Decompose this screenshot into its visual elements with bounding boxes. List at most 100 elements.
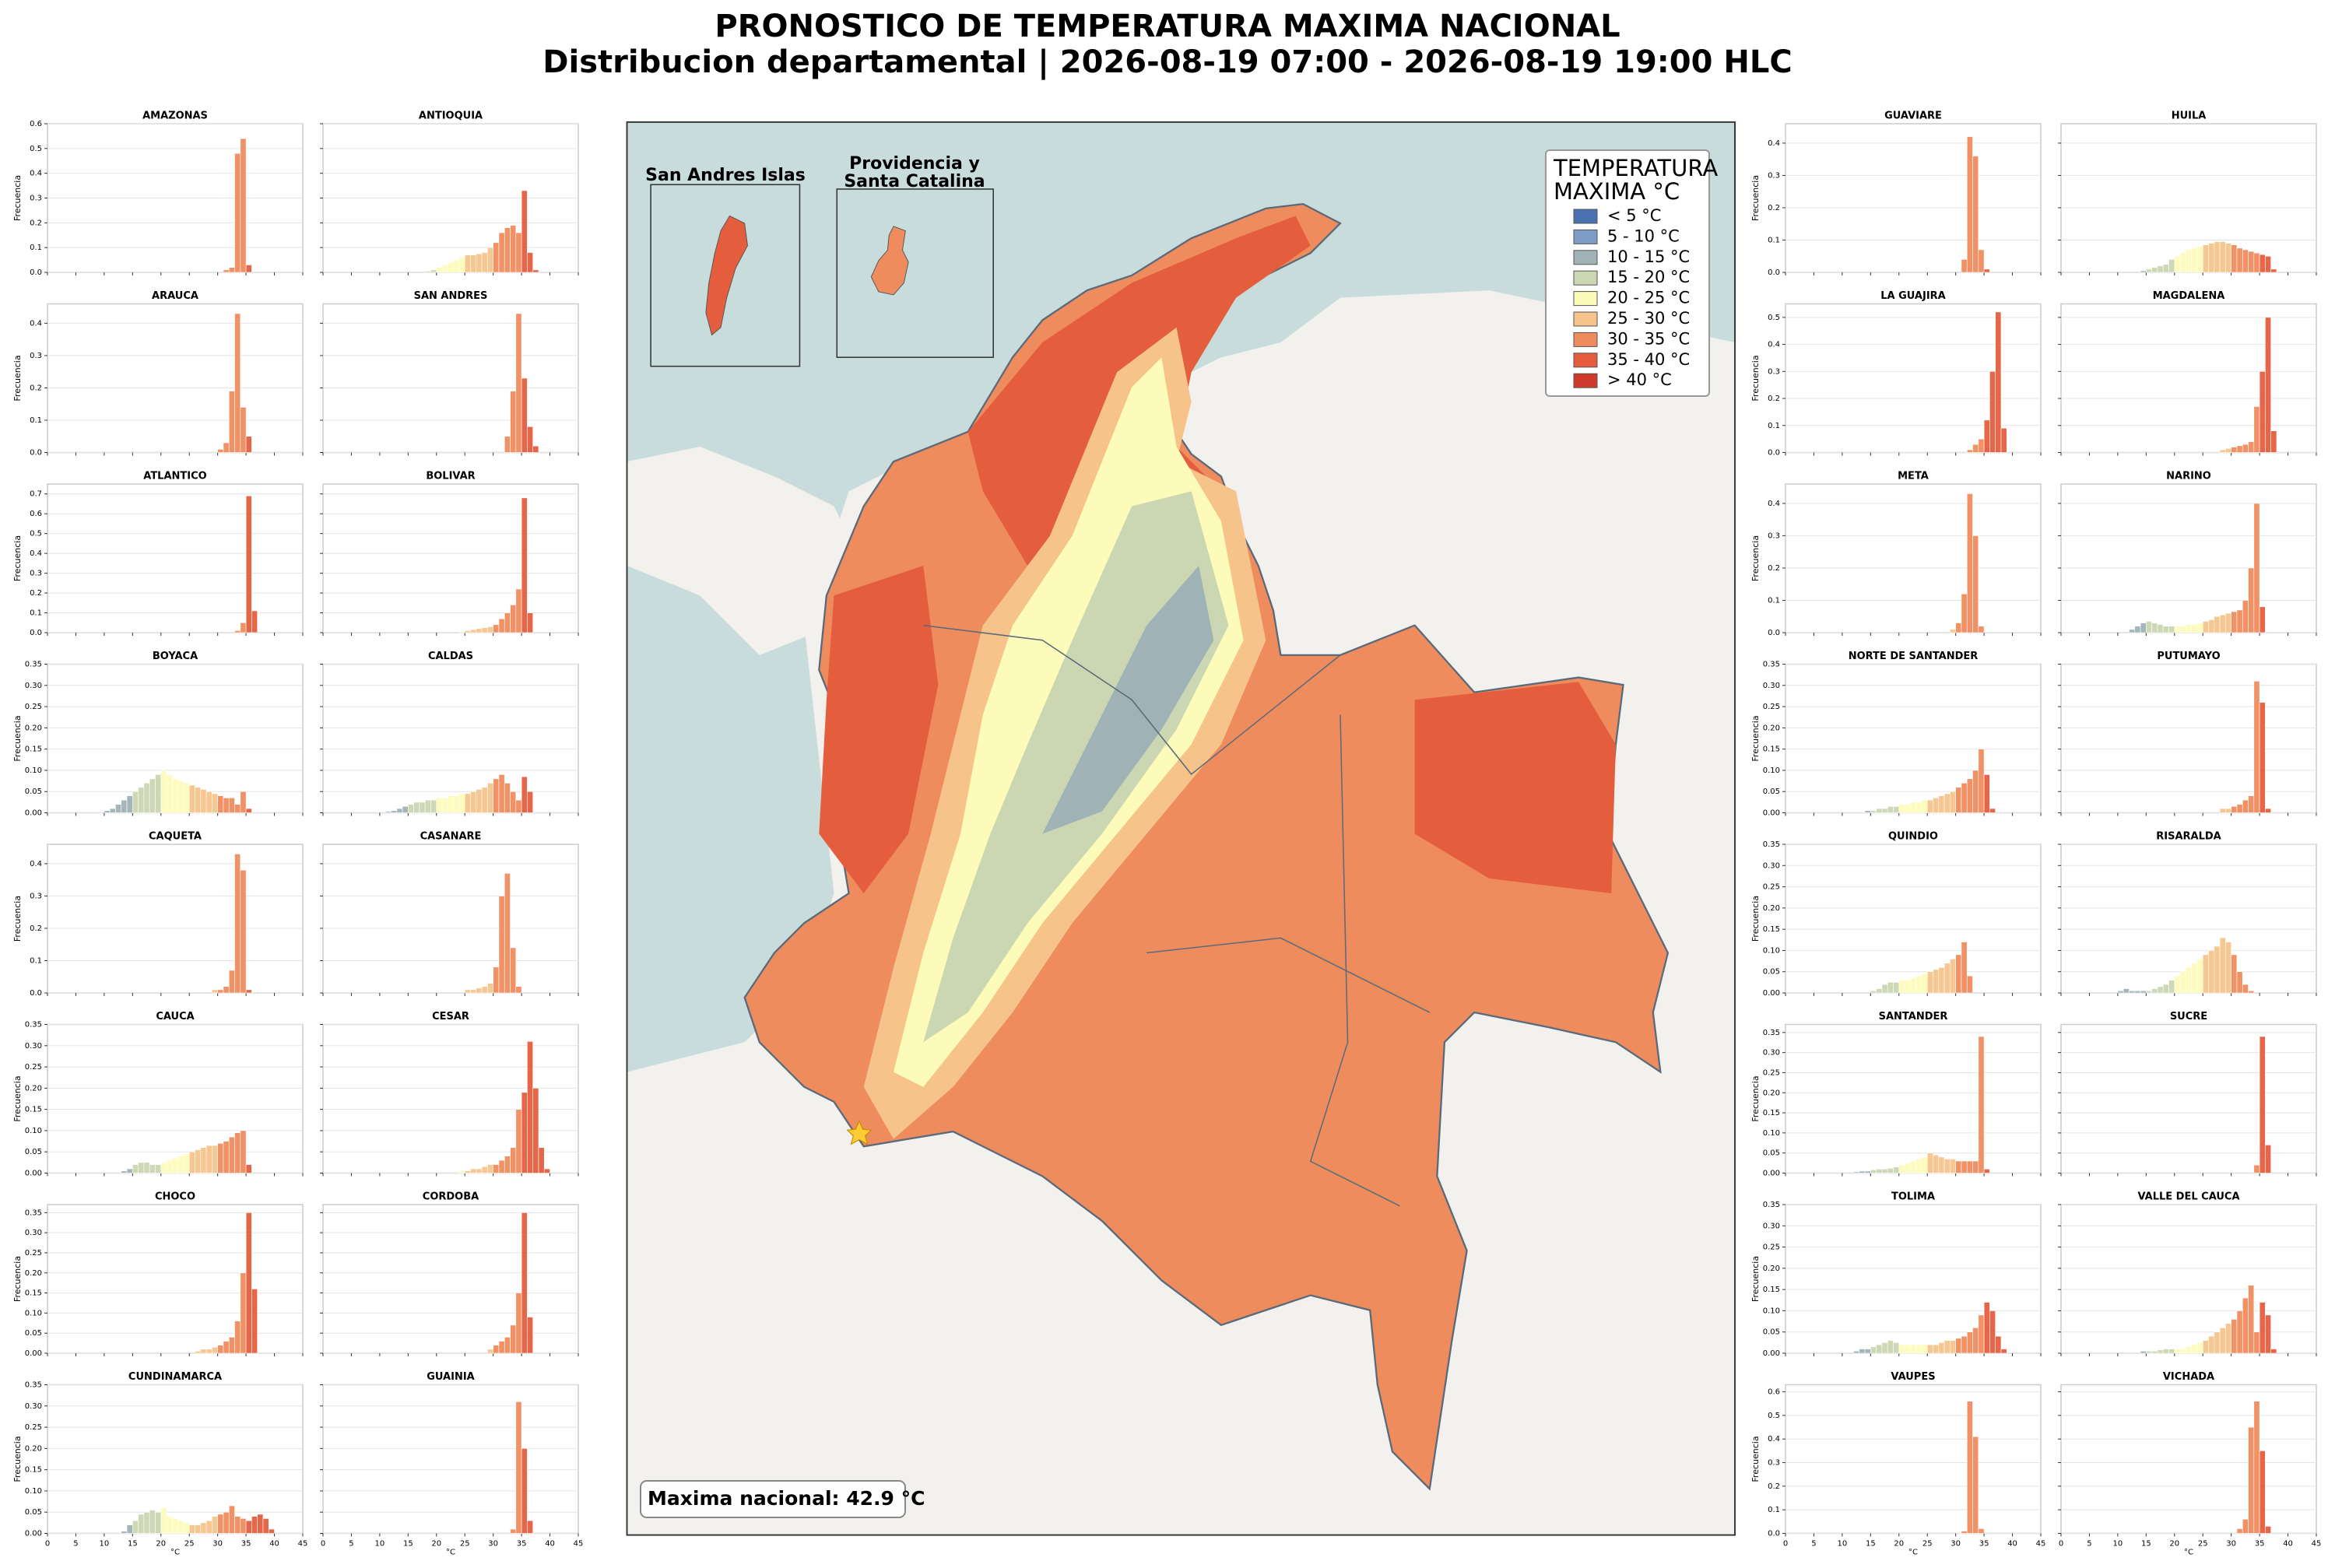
chart-title: MAGDALENA xyxy=(2153,290,2225,302)
bar xyxy=(217,1345,224,1354)
bar xyxy=(441,265,448,273)
bar xyxy=(1904,980,1911,994)
bar xyxy=(251,610,258,633)
bar xyxy=(228,970,235,994)
bar xyxy=(2225,942,2231,994)
bar xyxy=(458,793,465,813)
bar xyxy=(453,259,460,273)
bar xyxy=(1921,1344,1928,1354)
y-axis-label: Frecuencia xyxy=(12,355,23,401)
bar xyxy=(149,1510,156,1534)
x-tick-label: 5 xyxy=(349,1540,353,1549)
bar xyxy=(234,1321,241,1354)
bar xyxy=(2225,243,2231,273)
bar xyxy=(2208,1335,2215,1354)
bar xyxy=(251,1516,258,1534)
y-tick-label: 0.10 xyxy=(25,1487,42,1496)
bar xyxy=(2129,629,2136,633)
y-tick-label: 0.4 xyxy=(30,170,42,178)
bar xyxy=(1864,1170,1871,1173)
bar xyxy=(188,1524,195,1534)
bar xyxy=(2242,600,2249,633)
bar xyxy=(245,1164,252,1173)
bar xyxy=(1859,1349,1866,1354)
bar xyxy=(2186,966,2192,994)
plot-area xyxy=(47,483,304,633)
bar xyxy=(1972,1327,1979,1354)
bar xyxy=(2265,1314,2271,1354)
chart-title: QUINDIO xyxy=(1888,831,1938,843)
x-tick-label: 20 xyxy=(1894,1540,1904,1549)
bar xyxy=(2214,1331,2221,1354)
plot-area xyxy=(47,1204,304,1354)
bar xyxy=(441,798,448,813)
y-tick-label: 0.10 xyxy=(1763,1129,1780,1138)
bar xyxy=(240,1272,247,1354)
bar xyxy=(1989,1310,1996,1354)
bar xyxy=(527,612,533,633)
bar xyxy=(2231,611,2238,633)
bar xyxy=(521,377,528,453)
bar xyxy=(1978,749,1985,813)
chart-title: BOLIVAR xyxy=(426,471,475,482)
y-tick-label: 0.25 xyxy=(25,703,42,711)
x-tick-label: 45 xyxy=(2312,1540,2322,1549)
title: PRONOSTICO DE TEMPERATURA MAXIMA NACIONA… xyxy=(715,9,1620,44)
bar xyxy=(1870,810,1877,813)
y-tick-label: 0.2 xyxy=(30,589,42,598)
bar xyxy=(1910,977,1916,994)
bar xyxy=(1898,1164,1905,1173)
chart-title: CESAR xyxy=(432,1011,469,1023)
y-axis-label: Frecuencia xyxy=(12,175,23,221)
bar xyxy=(543,1168,550,1173)
bar xyxy=(1898,804,1905,813)
y-tick-label: 0.1 xyxy=(30,609,42,618)
bar xyxy=(2157,265,2164,273)
bar xyxy=(493,966,500,994)
x-tick-label: 5 xyxy=(73,1540,78,1549)
legend-label: > 40 °C xyxy=(1607,370,1672,389)
bar xyxy=(2231,954,2238,994)
y-tick-label: 0.05 xyxy=(25,1148,42,1156)
bar xyxy=(240,622,247,633)
y-tick-label: 0.20 xyxy=(25,1444,42,1453)
bar xyxy=(1989,808,1996,813)
plot-area xyxy=(322,483,579,633)
bar xyxy=(464,630,471,633)
bar xyxy=(448,795,454,813)
bar xyxy=(143,782,150,813)
region-hot xyxy=(819,566,939,893)
y-tick-label: 0.4 xyxy=(1768,341,1780,349)
bar xyxy=(510,791,517,813)
chart-title: LA GUAJIRA xyxy=(1880,290,1946,302)
y-tick-label: 0.25 xyxy=(25,1249,42,1258)
legend-title: TEMPERATURA xyxy=(1553,155,1718,181)
bar xyxy=(2146,1350,2152,1354)
bar xyxy=(1893,982,1900,994)
bar xyxy=(228,267,235,273)
bar xyxy=(2219,449,2226,453)
y-tick-label: 0.6 xyxy=(30,120,42,128)
bar xyxy=(1978,1314,1985,1354)
y-tick-label: 0.4 xyxy=(30,549,42,558)
bar xyxy=(504,1337,511,1354)
bar xyxy=(2253,406,2260,453)
bar xyxy=(200,1349,207,1354)
x-tick-label: 20 xyxy=(431,1540,441,1549)
bar xyxy=(2236,971,2243,994)
legend: < 5 °C5 - 10 °C 10 - 15 °C 15 - 20 °C 20 - … xyxy=(1573,206,1690,389)
bar xyxy=(121,1170,128,1173)
bar xyxy=(240,1130,247,1173)
chart-title: RISARALDA xyxy=(2156,831,2221,843)
y-tick-label: 0.15 xyxy=(1763,1109,1780,1117)
y-tick-label: 0.1 xyxy=(1768,596,1780,605)
bar xyxy=(487,247,493,273)
bar xyxy=(1972,1160,1979,1173)
bar xyxy=(138,1514,145,1534)
bar xyxy=(2231,806,2238,813)
bar xyxy=(1966,493,1973,633)
legend-swatch xyxy=(1573,353,1598,368)
legend-swatch xyxy=(1573,291,1598,307)
bar xyxy=(2248,567,2255,633)
bar xyxy=(2242,799,2249,813)
